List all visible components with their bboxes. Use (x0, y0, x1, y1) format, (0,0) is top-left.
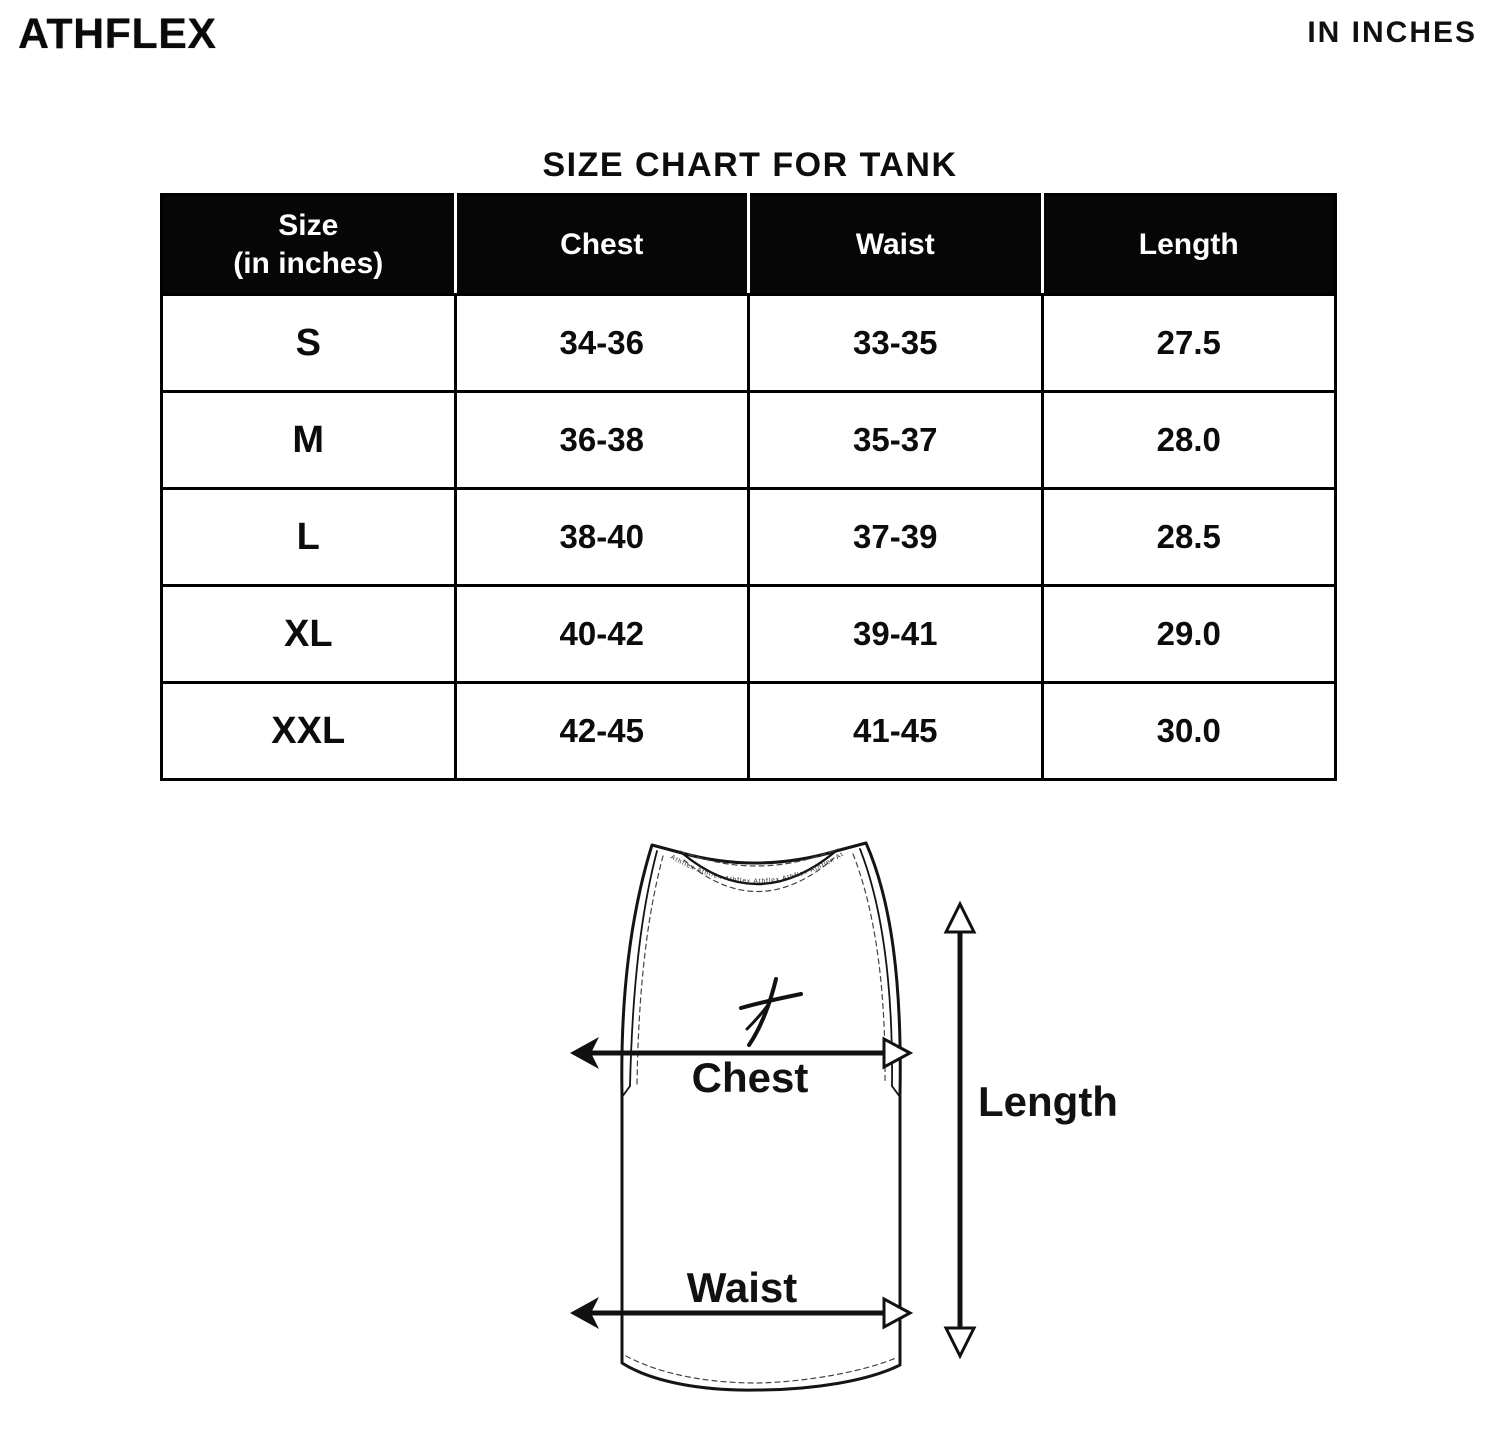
col-header-length: Length (1040, 194, 1336, 296)
table-row-m: M 36-38 35-37 28.0 (160, 390, 1337, 490)
size-table-head: Size (in inches) Chest Waist Length (161, 194, 1336, 296)
size-value: XL (160, 584, 457, 684)
right-armhole-notch (891, 1085, 901, 1098)
brand-logo: ATHFLEX (18, 10, 217, 58)
athflex-logo-icon (739, 977, 803, 1047)
waist-value: 33-35 (747, 293, 1044, 393)
collar-stitch-top (679, 848, 839, 867)
length-arrow (943, 900, 977, 1360)
col-header-size: Size (in inches) (161, 194, 455, 296)
col-header-size-line2: (in inches) (233, 246, 384, 280)
size-value: XXL (160, 681, 457, 781)
chest-value: 34-36 (453, 293, 750, 393)
chest-value: 38-40 (453, 487, 750, 587)
tank-measurement-diagram: Athflex Athflex Athflex Athflex Athflex … (540, 830, 1118, 1392)
chart-title: SIZE CHART FOR TANK (542, 146, 958, 184)
size-value: L (160, 487, 457, 587)
size-value: S (160, 293, 457, 393)
waist-arrowhead-right (882, 1296, 914, 1330)
size-value: M (160, 390, 457, 490)
waist-arrow-label: Waist (687, 1264, 797, 1311)
length-value: 27.5 (1040, 293, 1337, 393)
length-value: 28.0 (1040, 390, 1337, 490)
chest-arrowhead-right (882, 1036, 914, 1070)
length-value: 28.5 (1040, 487, 1337, 587)
size-table-body: S 34-36 33-35 27.5 M 36-38 35-37 28.0 L … (160, 293, 1337, 781)
table-row-xl: XL 40-42 39-41 29.0 (160, 584, 1337, 684)
table-row-xxl: XXL 42-45 41-45 30.0 (160, 681, 1337, 781)
chest-arrow (570, 1036, 914, 1070)
length-arrowhead-top (943, 900, 977, 934)
hem-stitch (625, 1355, 897, 1384)
units-label: IN INCHES (1307, 16, 1477, 49)
chest-value: 40-42 (453, 584, 750, 684)
chest-arrowhead-left (570, 1037, 599, 1069)
waist-value: 41-45 (747, 681, 1044, 781)
waist-value: 37-39 (747, 487, 1044, 587)
waist-value: 35-37 (747, 390, 1044, 490)
chest-value: 42-45 (453, 681, 750, 781)
waist-value: 39-41 (747, 584, 1044, 684)
length-arrow-label: Length (978, 1078, 1118, 1125)
left-armhole-inner-line (629, 850, 658, 1087)
chest-value: 36-38 (453, 390, 750, 490)
collar-outer-curve (680, 849, 838, 886)
chest-arrow-label: Chest (692, 1054, 809, 1101)
table-row-s: S 34-36 33-35 27.5 (160, 293, 1337, 393)
left-armhole-stitch (636, 855, 664, 1085)
length-arrowhead-bottom (943, 1326, 977, 1360)
header-row: Size (in inches) Chest Waist Length (161, 194, 1336, 296)
col-header-chest: Chest (453, 194, 749, 296)
length-value: 30.0 (1040, 681, 1337, 781)
size-table: Size (in inches) Chest Waist Length S 34… (160, 193, 1337, 781)
waist-arrow (570, 1296, 914, 1330)
length-value: 29.0 (1040, 584, 1337, 684)
col-header-waist: Waist (747, 194, 1042, 296)
waist-arrowhead-left (570, 1297, 599, 1329)
collar-stitch-bottom (683, 857, 835, 893)
table-row-l: L 38-40 37-39 28.5 (160, 487, 1337, 587)
col-header-size-line1: Size (278, 209, 339, 242)
left-armhole-notch (621, 1085, 631, 1098)
